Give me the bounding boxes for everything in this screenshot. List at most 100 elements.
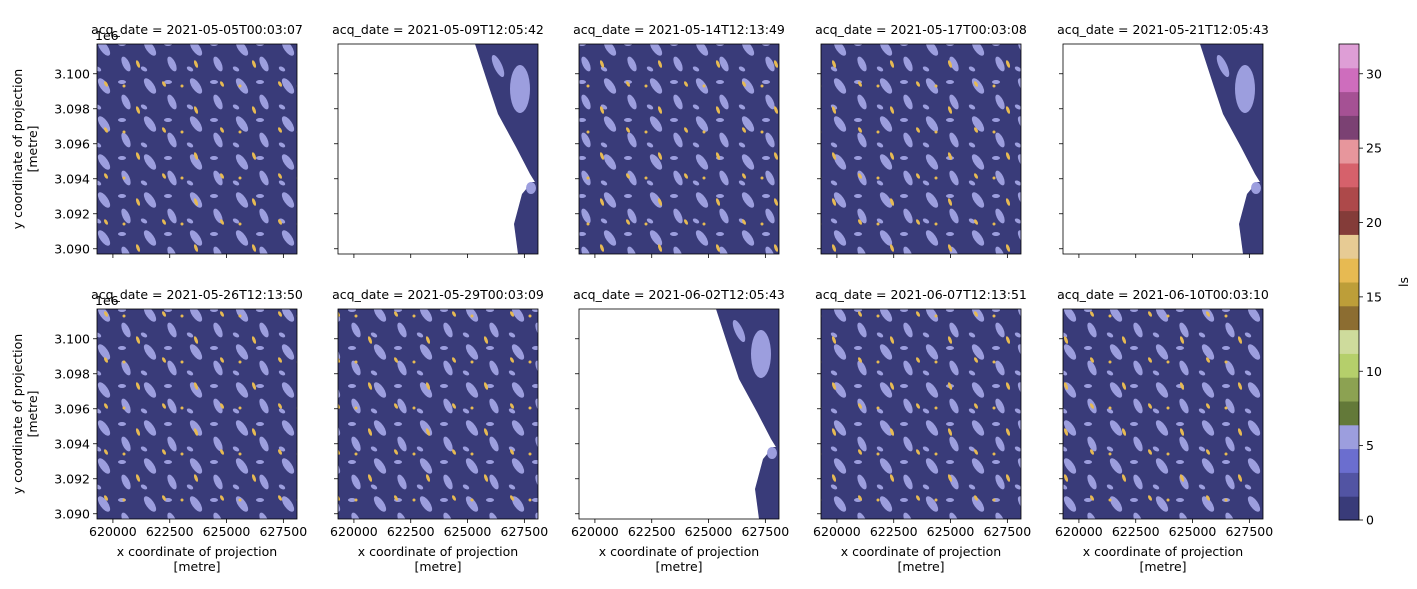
colorbar-segment [1339,210,1359,235]
colorbar-segment [1339,115,1359,140]
class-5-patch [510,65,530,113]
panel-title: acq_date = 2021-06-02T12:05:43 [573,287,785,302]
colorbar-tick-label: 10 [1366,364,1382,379]
panel-title: acq_date = 2021-05-14T12:13:49 [573,22,785,37]
axes-frame [820,308,1022,520]
class-5-patch [732,319,746,343]
colorbar-segment [1339,496,1359,521]
panel-title: acq_date = 2021-05-29T00:03:09 [332,287,544,302]
colorbar-segment [1339,472,1359,497]
class-5-patch [1235,65,1255,113]
x-axis-label: x coordinate of projection [metre] [599,544,759,574]
x-tick-label: 622500 [870,524,918,539]
class-5-patch [1251,182,1261,194]
x-tick-label: 620000 [571,524,619,539]
colorbar-segment [1339,305,1359,331]
colorbar-tick-label: 20 [1366,215,1382,230]
y-axis-label: y coordinate of projection[metre] [10,69,40,229]
axes-frame [337,308,539,520]
x-tick-label: 625000 [927,524,975,539]
panel-title: acq_date = 2021-05-05T00:03:07 [91,22,303,37]
colorbar-segment [1339,401,1359,426]
panel-title: acq_date = 2021-06-10T00:03:10 [1057,287,1269,302]
class-5-patch [491,54,505,78]
class-15-patches [821,309,1021,519]
colorbar-segment [1339,377,1359,402]
class-0-strip [755,447,779,519]
heatmap-raster [716,309,779,519]
class-0-strip [475,44,538,187]
class-15-patches [97,309,297,519]
colorbar-label: ls [1396,277,1411,287]
class-15-patches [1063,309,1263,519]
panel-title: acq_date = 2021-05-26T12:13:50 [91,287,303,302]
class-0-strip [514,182,538,254]
colorbar-segment [1339,67,1359,93]
colorbar-tick-label: 15 [1366,289,1382,304]
colorbar-tick-label: 30 [1366,66,1382,81]
axes-frame [578,308,780,520]
class-15-patches [338,309,538,519]
x-tick-label: 627500 [742,524,790,539]
x-tick-label: 627500 [1226,524,1274,539]
colorbar-segment [1339,139,1359,164]
x-tick-label: 625000 [203,524,251,539]
y-tick-label: 3.098 [54,101,90,116]
facet-panel-4: acq_date = 2021-05-17T00:03:08 [815,22,1027,258]
x-tick-label: 625000 [1169,524,1217,539]
heatmap-raster [97,44,297,254]
colorbar-frame [1338,43,1360,521]
axes-frame [337,43,539,255]
class-5-patch [1216,54,1230,78]
y-tick-label: 3.098 [54,366,90,381]
x-axis-label: x coordinate of projection [metre] [1083,544,1243,574]
colorbar-tick-label: 0 [1366,513,1374,528]
axes-frame [96,308,298,520]
panel-title: acq_date = 2021-05-09T12:05:42 [332,22,544,37]
class-5-patch [526,182,536,194]
x-tick-label: 627500 [984,524,1032,539]
colorbar-segment [1339,163,1359,188]
x-axis-label: x coordinate of projection [metre] [841,544,1001,574]
x-tick-label: 620000 [813,524,861,539]
facet-panel-7: acq_date = 2021-05-29T00:03:09 620000 6225… [330,287,548,574]
y-tick-label: 3.096 [54,401,90,416]
class-5-patch [767,447,777,459]
y-offset-label: 1e6 [95,293,119,308]
heatmap-raster [1063,309,1263,519]
colorbar-segment [1339,44,1359,69]
panel-title: acq_date = 2021-05-21T12:05:43 [1057,22,1269,37]
heatmap-raster [579,44,779,254]
y-tick-label: 3.090 [54,506,90,521]
x-tick-label: 622500 [146,524,194,539]
heatmap-raster [338,309,538,519]
y-tick-label: 3.094 [54,436,90,451]
y-tick-label: 3.092 [54,206,90,221]
class-0-strip [1200,44,1263,187]
facet-panel-5: acq_date = 2021-05-21T12:05:43 [1057,22,1269,258]
colorbar-segment [1339,282,1359,307]
facet-panel-1: acq_date = 2021-05-05T00:03:07 3.090 3.092… [10,22,303,258]
colorbar-segment [1339,424,1359,450]
colorbar-segment [1339,329,1359,354]
x-tick-label: 627500 [260,524,308,539]
colorbar-tick-label: 5 [1366,438,1374,453]
x-axis-label: x coordinate of projection [metre] [358,544,518,574]
x-axis-label: x coordinate of projection [metre] [117,544,277,574]
x-tick-label: 625000 [444,524,492,539]
class-15-patches [821,44,1021,254]
colorbar-segment [1339,186,1359,212]
heatmap-raster [1200,44,1263,254]
x-tick-label: 622500 [1112,524,1160,539]
heatmap-raster [97,309,297,519]
panel-title: acq_date = 2021-06-07T12:13:51 [815,287,1027,302]
y-tick-label: 3.100 [54,331,90,346]
facet-panel-3: acq_date = 2021-05-14T12:13:49 [573,22,785,258]
axes-frame [1062,308,1264,520]
x-tick-label: 620000 [89,524,137,539]
class-0-strip [1239,182,1263,254]
colorbar-segment [1339,91,1359,116]
axes-frame [96,43,298,255]
y-offset-label: 1e6 [95,28,119,43]
heatmap-raster [821,44,1021,254]
